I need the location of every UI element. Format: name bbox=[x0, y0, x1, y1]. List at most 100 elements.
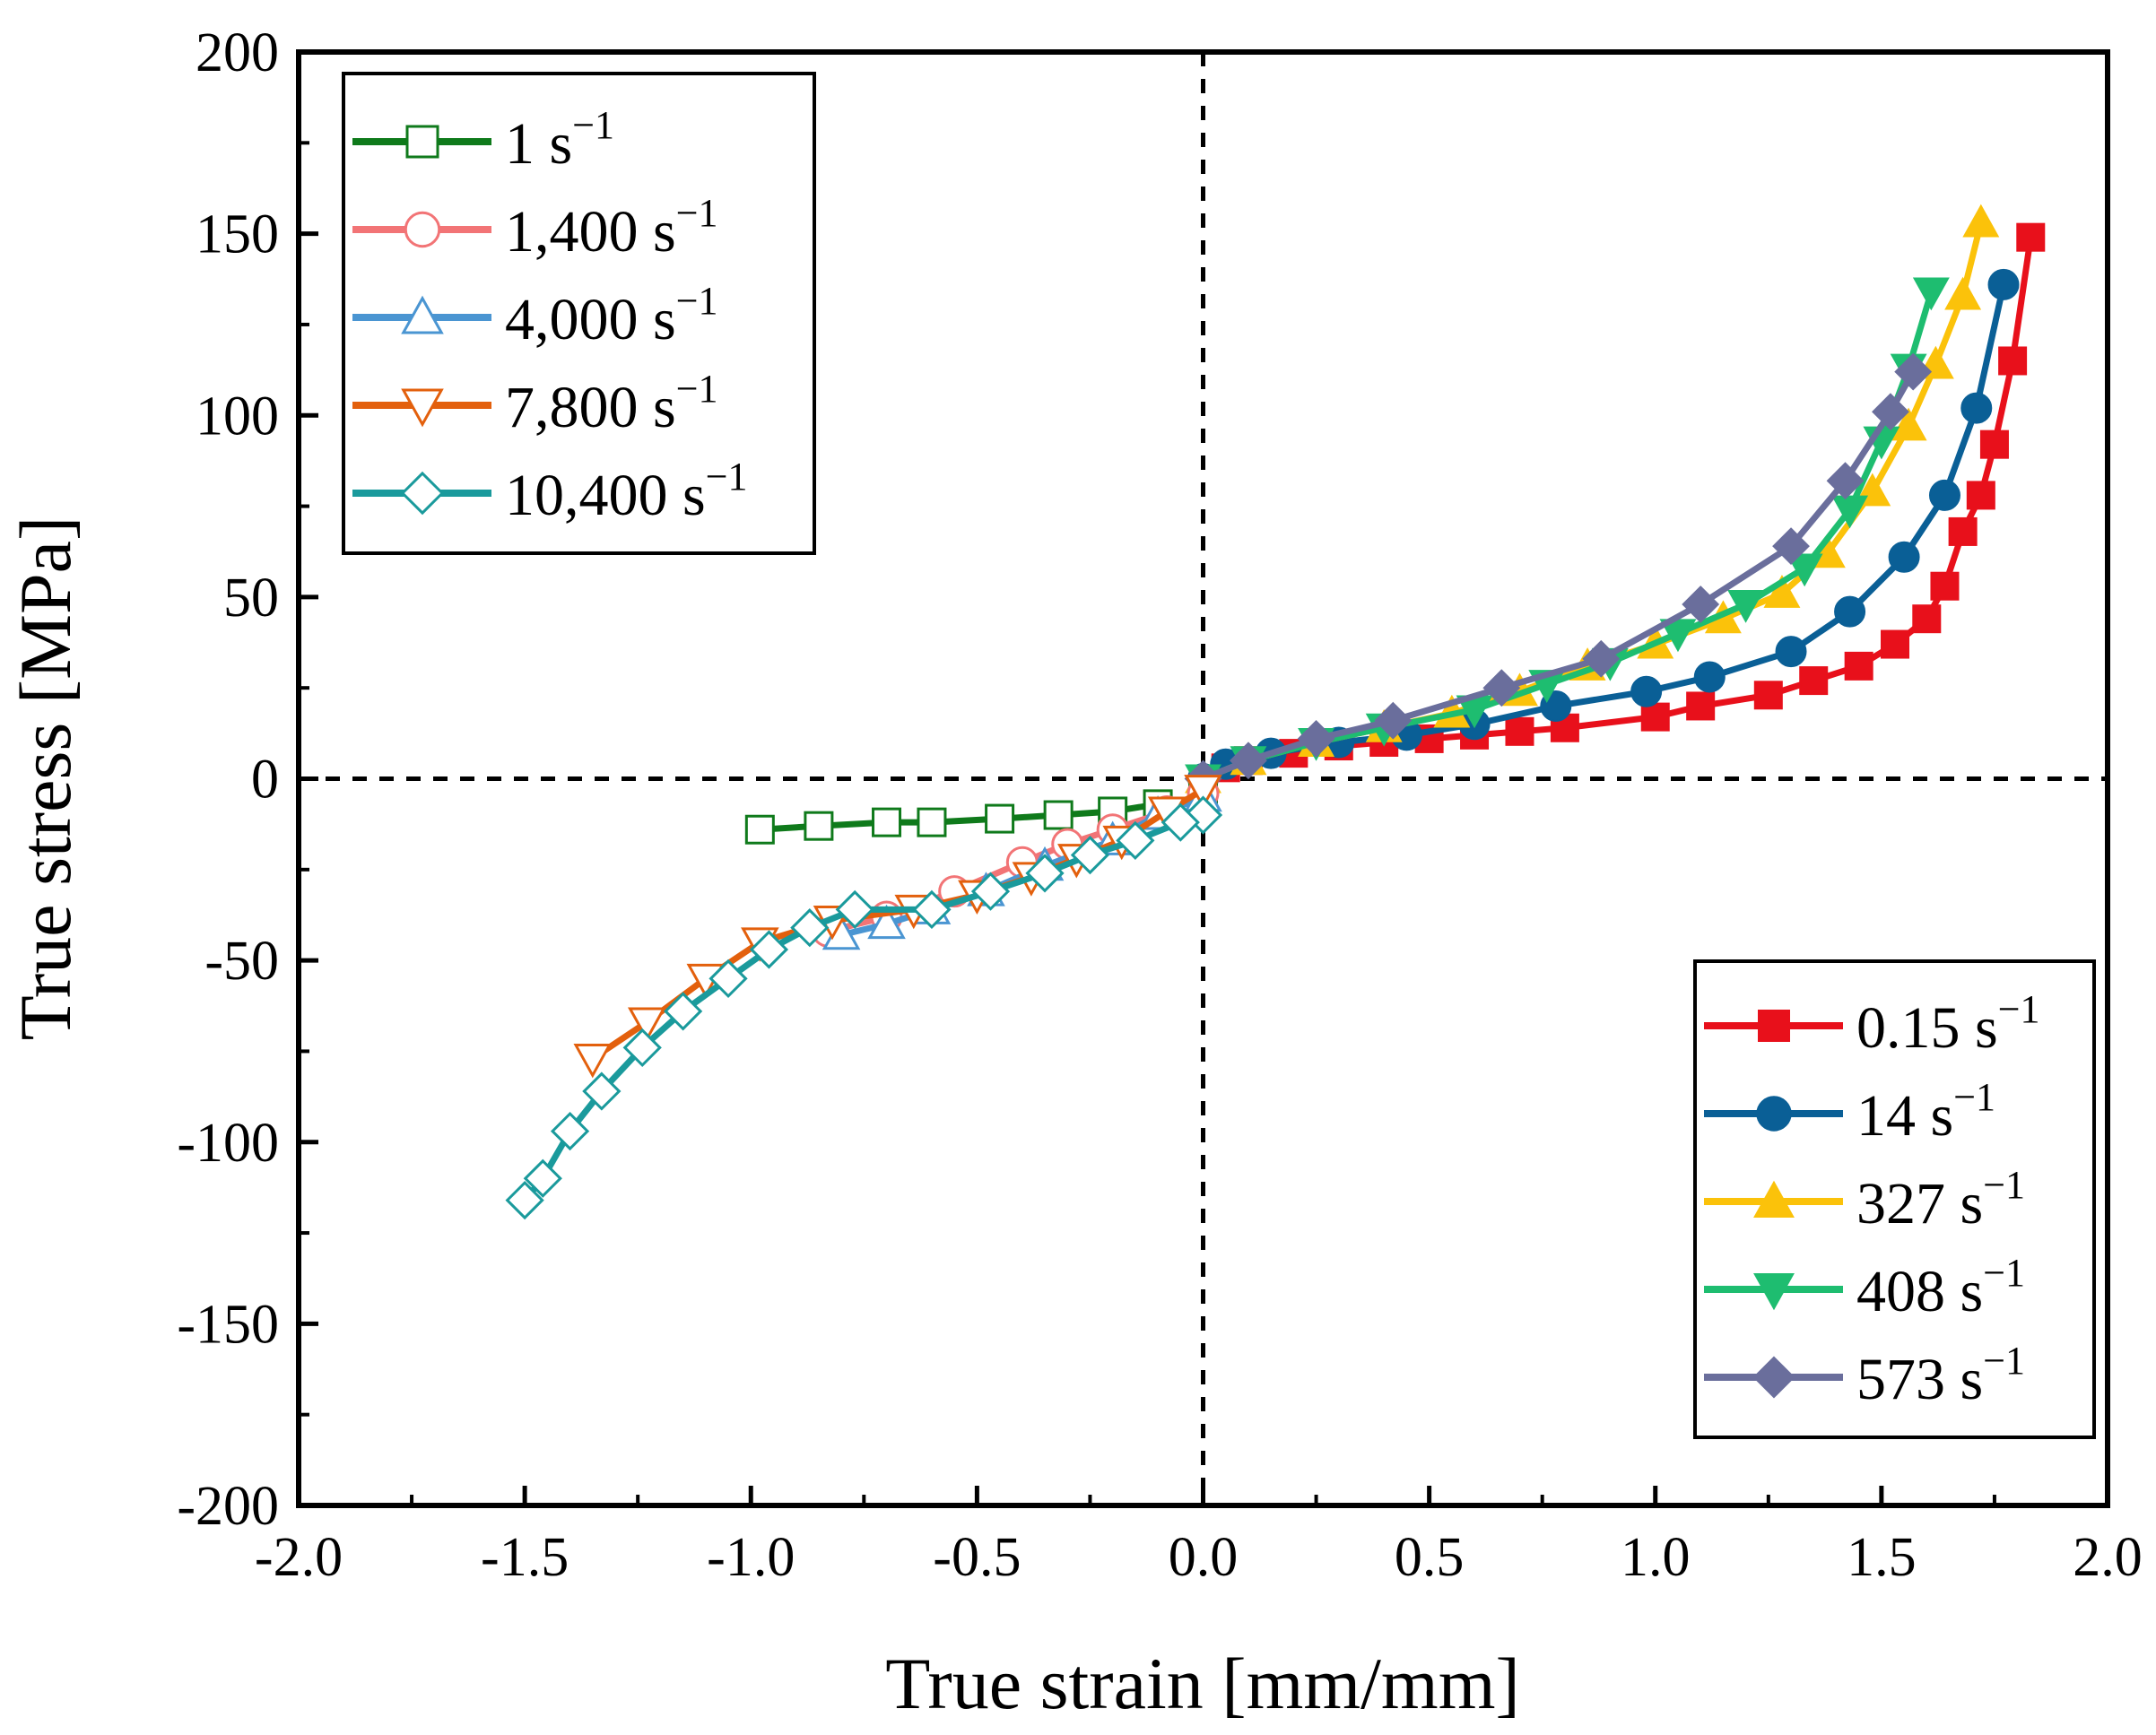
legend-label: 0.15 s−1 bbox=[1856, 987, 2040, 1061]
data-point bbox=[1374, 701, 1413, 740]
legend-label: 1,400 s−1 bbox=[505, 191, 718, 265]
legend-marker bbox=[401, 295, 444, 334]
legend-entry: 573 s−1 bbox=[1704, 1339, 2025, 1412]
data-point bbox=[1948, 516, 1978, 546]
legend-unit: s bbox=[653, 287, 676, 352]
y-tick-label: -100 bbox=[177, 1113, 279, 1174]
legend-entry: 10,400 s−1 bbox=[352, 455, 748, 528]
legend-marker bbox=[1752, 1356, 1795, 1399]
data-point bbox=[1930, 571, 1960, 601]
data-point bbox=[1799, 666, 1829, 696]
legend-entry: 408 s−1 bbox=[1704, 1251, 2025, 1324]
data-point bbox=[1834, 595, 1866, 628]
axis-ticks: -2.0 -1.5 -1.0 -0.5 0.0 0.5 1.0 1.5 2.0200150100… bbox=[177, 22, 2142, 1588]
data-point bbox=[1987, 268, 2020, 300]
legend-marker bbox=[405, 125, 439, 159]
legend-marker bbox=[1758, 1010, 1790, 1042]
data-point bbox=[1727, 589, 1765, 623]
legend-rate: 1,400 bbox=[505, 199, 653, 265]
data-point bbox=[1682, 586, 1720, 623]
x-tick-label: 2.0 bbox=[2073, 1527, 2143, 1588]
data-point bbox=[804, 811, 834, 841]
x-tick-label: 0.0 bbox=[1169, 1527, 1239, 1588]
legend-label: 573 s−1 bbox=[1856, 1339, 2025, 1412]
data-point bbox=[867, 904, 906, 940]
legend-exponent: −1 bbox=[1983, 1251, 2025, 1295]
legend-label: 10,400 s−1 bbox=[505, 455, 748, 528]
data-point bbox=[1763, 575, 1801, 608]
y-tick-label: 100 bbox=[196, 386, 279, 447]
data-point bbox=[1844, 651, 1873, 681]
legend-exponent: −1 bbox=[1998, 987, 2040, 1031]
legend-entry: 327 s−1 bbox=[1704, 1163, 2025, 1236]
legend-rate: 14 bbox=[1856, 1083, 1931, 1149]
legend-rate: 327 bbox=[1856, 1171, 1960, 1236]
data-point bbox=[1966, 481, 1995, 510]
legend-unit: s bbox=[550, 111, 573, 177]
data-point bbox=[917, 807, 947, 837]
legend-unit: s bbox=[1960, 1171, 1984, 1236]
y-tick-label: 200 bbox=[196, 22, 279, 83]
data-point bbox=[505, 1180, 544, 1220]
series-1 bbox=[1187, 268, 2020, 794]
series-line bbox=[1200, 281, 2007, 782]
legend-exponent: −1 bbox=[676, 367, 718, 411]
data-point bbox=[970, 872, 1011, 911]
series-2 bbox=[1185, 204, 2000, 794]
data-point bbox=[582, 1071, 622, 1111]
series-line bbox=[521, 811, 1206, 1204]
data-point bbox=[749, 930, 789, 969]
legend-unit: s bbox=[1931, 1083, 1954, 1149]
data-point bbox=[1184, 775, 1222, 810]
data-point bbox=[1979, 429, 2009, 459]
data-point bbox=[627, 1007, 666, 1042]
y-tick-label: -50 bbox=[204, 931, 279, 992]
data-point bbox=[663, 992, 703, 1031]
legend-entry: 0.15 s−1 bbox=[1704, 987, 2040, 1061]
legend-rate: 1 bbox=[505, 111, 550, 177]
legend-label: 14 s−1 bbox=[1856, 1075, 1995, 1149]
x-tick-label: -1.5 bbox=[481, 1527, 569, 1588]
legend-rate: 4,000 bbox=[505, 287, 653, 352]
data-point bbox=[573, 1044, 613, 1079]
legend-marker bbox=[404, 211, 441, 248]
legend-exponent: −1 bbox=[706, 455, 748, 499]
data-point bbox=[985, 803, 1015, 834]
data-point bbox=[1872, 393, 1909, 431]
data-point bbox=[872, 807, 902, 837]
y-axis-title: True stress [MPa] bbox=[4, 516, 86, 1041]
legend-unit: s bbox=[653, 199, 676, 265]
data-point bbox=[523, 1158, 562, 1198]
data-point bbox=[1297, 720, 1335, 758]
data-point bbox=[1786, 553, 1823, 587]
data-point bbox=[550, 1111, 590, 1151]
legend-marker bbox=[400, 471, 445, 516]
legend-entry: 1 s−1 bbox=[352, 103, 614, 177]
data-point bbox=[1826, 462, 1865, 500]
legend-label: 1 s−1 bbox=[505, 103, 614, 177]
data-point bbox=[2016, 222, 2046, 252]
data-point bbox=[1482, 669, 1521, 707]
data-point bbox=[1640, 702, 1670, 732]
legend-label: 408 s−1 bbox=[1856, 1251, 2025, 1324]
data-point bbox=[1686, 691, 1716, 721]
legend-rate: 408 bbox=[1856, 1259, 1960, 1324]
data-point bbox=[1831, 495, 1869, 529]
data-point bbox=[1116, 820, 1155, 861]
data-point bbox=[1630, 675, 1663, 707]
data-point bbox=[1912, 277, 1950, 311]
data-point bbox=[790, 908, 830, 948]
legend-exponent: −1 bbox=[572, 103, 614, 147]
legend-rate: 0.15 bbox=[1856, 995, 1975, 1061]
legend-top-left: 1 s−11,400 s−14,000 s−17,800 s−110,400 s… bbox=[342, 72, 816, 555]
legend-entry: 14 s−1 bbox=[1704, 1075, 1995, 1149]
data-point bbox=[1753, 681, 1783, 710]
legend-unit: s bbox=[1975, 995, 1998, 1061]
legend-unit: s bbox=[1960, 1259, 1984, 1324]
series-0 bbox=[1188, 222, 2046, 794]
data-point bbox=[1505, 716, 1534, 746]
legend-exponent: −1 bbox=[1983, 1163, 2025, 1207]
legend-marker bbox=[1753, 1180, 1795, 1218]
legend-exponent: −1 bbox=[1983, 1339, 2025, 1383]
legend-marker bbox=[1756, 1096, 1792, 1132]
